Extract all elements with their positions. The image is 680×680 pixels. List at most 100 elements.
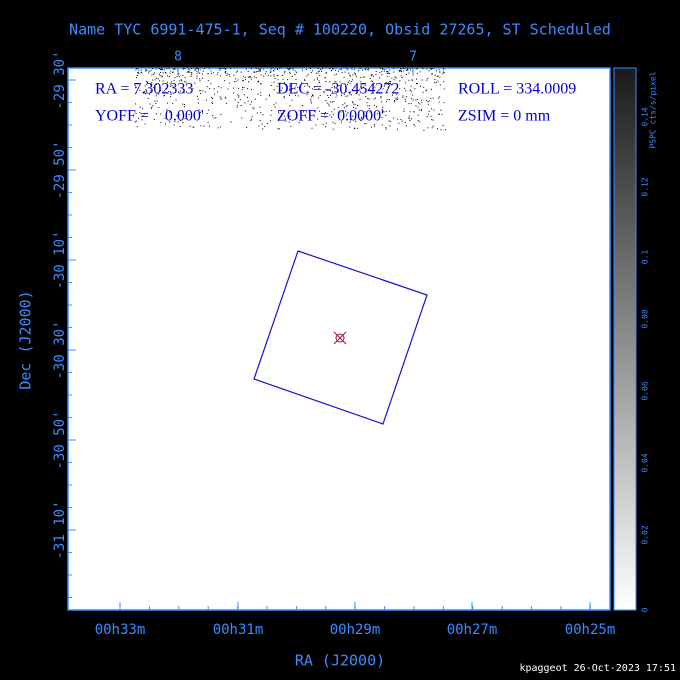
star-dot xyxy=(149,90,151,92)
star-dot xyxy=(405,90,407,92)
star-dot xyxy=(412,79,413,81)
star-dot xyxy=(344,102,346,104)
star-dot xyxy=(190,75,192,77)
star-dot xyxy=(325,72,327,74)
star-dot xyxy=(396,94,398,96)
star-dot xyxy=(154,79,156,81)
star-dot xyxy=(437,75,439,77)
y-tick-label: -29 30' xyxy=(52,50,68,109)
star-dot xyxy=(310,100,312,102)
star-dot xyxy=(289,115,291,117)
star-dot xyxy=(443,68,445,70)
star-dot xyxy=(360,76,362,78)
star-dot xyxy=(257,81,259,83)
star-dot xyxy=(145,93,146,95)
star-dot xyxy=(341,95,343,97)
star-dot xyxy=(443,81,445,83)
y-tick-label: -29 50' xyxy=(52,140,68,199)
star-dot xyxy=(145,89,147,91)
star-dot xyxy=(310,72,312,73)
star-dot xyxy=(178,76,180,78)
star-dot xyxy=(250,76,252,78)
star-dot xyxy=(288,115,290,116)
star-dot xyxy=(271,68,273,70)
star-dot xyxy=(136,68,138,69)
star-dot xyxy=(286,68,288,69)
star-dot xyxy=(422,91,424,93)
star-dot xyxy=(184,118,186,120)
star-dot xyxy=(414,125,416,127)
star-dot xyxy=(284,71,286,72)
y-tick-label: -31 10' xyxy=(52,500,68,559)
star-dot xyxy=(135,87,136,89)
star-dot xyxy=(153,86,155,88)
star-dot xyxy=(416,78,417,80)
star-dot xyxy=(353,106,354,108)
star-dot xyxy=(152,79,154,81)
star-dot xyxy=(219,68,221,70)
star-dot xyxy=(370,126,372,128)
star-dot xyxy=(135,103,137,105)
star-dot xyxy=(393,79,395,81)
star-dot xyxy=(269,71,271,73)
star-dot xyxy=(354,73,356,75)
star-dot xyxy=(389,69,391,71)
star-dot xyxy=(259,70,261,72)
star-dot xyxy=(439,96,441,98)
star-dot xyxy=(335,69,336,71)
star-dot xyxy=(328,105,330,107)
star-dot xyxy=(258,80,260,82)
star-dot xyxy=(135,69,137,71)
star-dot xyxy=(332,121,334,123)
star-dot xyxy=(259,69,261,71)
star-dot xyxy=(268,94,270,96)
star-dot xyxy=(355,93,357,94)
star-dot xyxy=(379,77,381,79)
star-dot xyxy=(394,100,395,102)
star-dot xyxy=(169,121,171,123)
star-dot xyxy=(364,85,366,87)
star-dot xyxy=(385,101,387,103)
star-dot xyxy=(216,73,218,75)
star-dot xyxy=(342,104,344,106)
star-dot xyxy=(197,95,198,97)
star-dot xyxy=(140,69,142,71)
star-dot xyxy=(260,92,262,94)
star-dot xyxy=(310,68,311,69)
star-dot xyxy=(401,120,403,122)
star-dot xyxy=(220,87,222,89)
star-dot xyxy=(416,72,418,74)
star-dot xyxy=(304,85,306,87)
star-dot xyxy=(404,82,406,84)
x-tick-label: 00h31m xyxy=(213,622,264,638)
star-dot xyxy=(331,101,333,103)
star-dot xyxy=(417,106,419,108)
star-dot xyxy=(341,121,342,123)
star-dot xyxy=(141,119,143,121)
star-dot xyxy=(152,68,153,70)
star-dot xyxy=(352,89,354,91)
star-dot xyxy=(259,120,261,122)
star-dot xyxy=(349,93,351,95)
star-dot xyxy=(436,75,438,77)
star-dot xyxy=(324,77,326,79)
star-dot xyxy=(146,69,148,71)
star-dot xyxy=(307,84,309,86)
star-dot xyxy=(168,68,170,70)
star-dot xyxy=(323,92,325,94)
colorbar-tick-label: 0.14 xyxy=(641,107,650,126)
star-dot xyxy=(185,81,187,83)
star-dot xyxy=(155,68,157,70)
star-dot xyxy=(237,101,239,103)
star-dot xyxy=(381,124,383,126)
star-dot xyxy=(334,123,336,125)
star-dot xyxy=(150,84,152,86)
star-dot xyxy=(267,74,269,76)
info-text: ROLL = 334.0009 xyxy=(458,81,576,98)
star-dot xyxy=(230,68,232,70)
star-dot xyxy=(365,115,367,117)
star-dot xyxy=(386,99,388,101)
star-dot xyxy=(276,92,278,94)
star-dot xyxy=(381,108,383,110)
star-dot xyxy=(151,74,153,76)
